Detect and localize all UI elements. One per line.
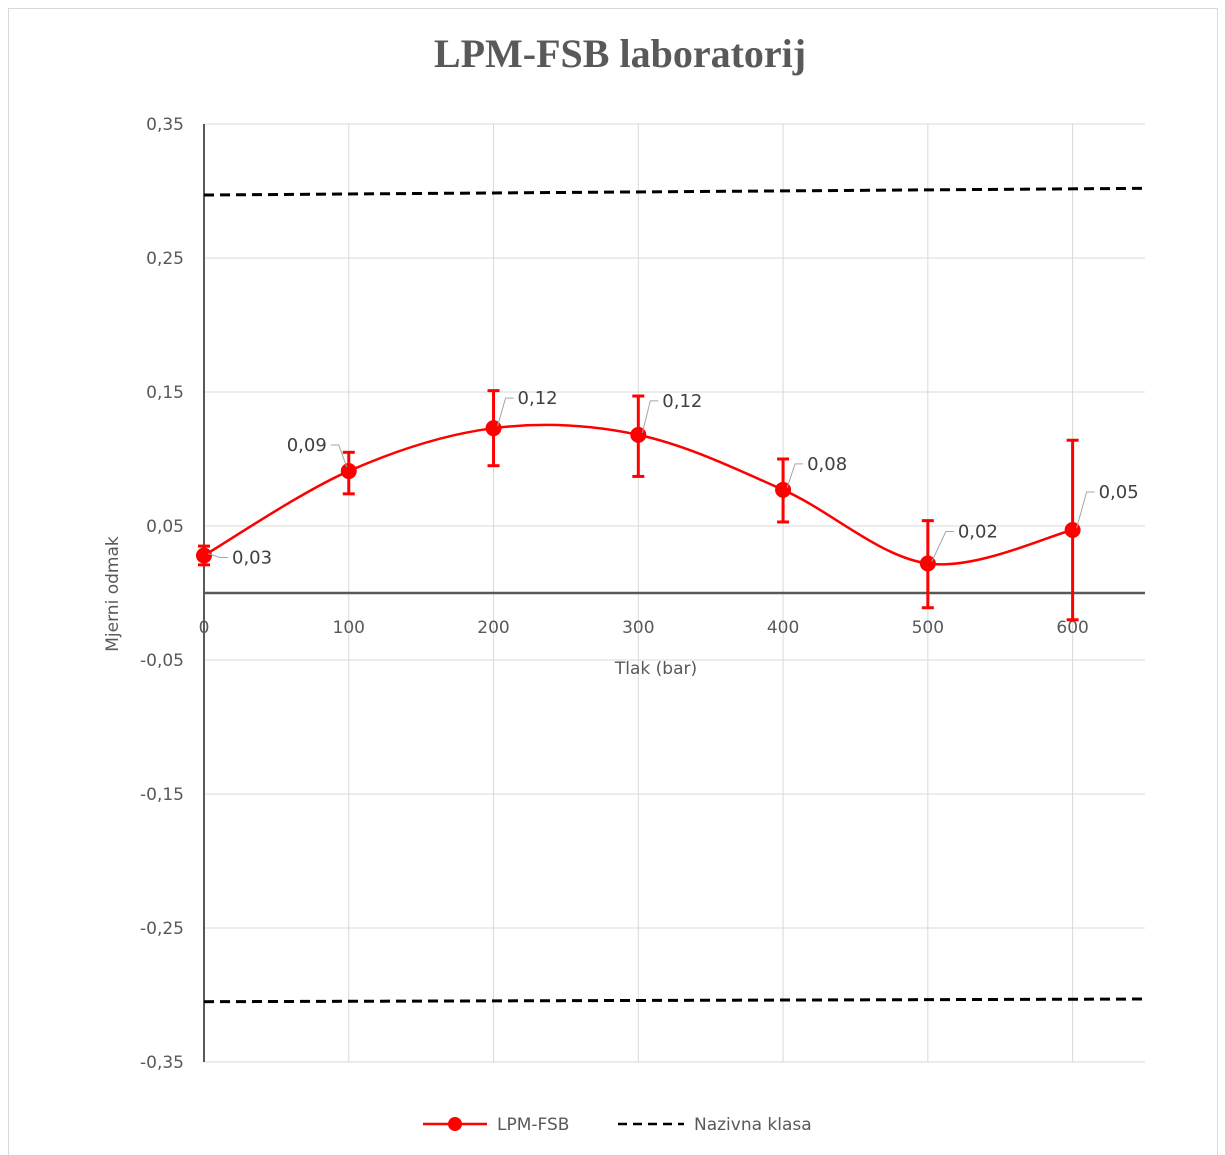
y-tick-label: -0,15: [140, 785, 184, 805]
leader-line: [786, 463, 804, 488]
y-tick-label: -0,05: [140, 651, 184, 671]
data-label: 0,08: [807, 454, 847, 475]
data-point: [775, 481, 792, 498]
limit-line-upper: [203, 186, 1146, 197]
x-axis-title: Tlak (bar): [614, 659, 697, 679]
y-axis-title: Mjerni odmak: [103, 536, 123, 652]
chart-title: LPM-FSB laboratorij: [433, 31, 807, 76]
legend: LPM-FSB Nazivna klasa: [423, 1115, 812, 1135]
data-point: [1064, 522, 1081, 539]
legend-label-nazivna-klasa: Nazivna klasa: [694, 1115, 812, 1135]
limit-line-lower: [203, 997, 1146, 1004]
data-point: [630, 426, 647, 443]
data-label: 0,05: [1099, 482, 1139, 503]
y-tick-label: -0,35: [140, 1053, 184, 1073]
x-tick-label: 300: [622, 618, 654, 638]
leader-line: [207, 553, 228, 558]
y-tick-label: 0,15: [146, 383, 184, 403]
data-label: 0,09: [287, 435, 327, 456]
x-tick-label: 500: [912, 618, 944, 638]
x-tick-label: 600: [1056, 618, 1088, 638]
x-tick-label: 0: [199, 618, 210, 638]
data-point: [340, 463, 357, 480]
x-tick-label: 200: [477, 618, 509, 638]
leader-line: [497, 397, 514, 427]
data-label: 0,03: [232, 547, 272, 568]
y-tick-label: -0,25: [140, 919, 184, 939]
data-label: 0,02: [958, 522, 998, 543]
series-layer: [196, 186, 1146, 1004]
data-point: [919, 555, 936, 572]
y-tick-label: 0,25: [146, 249, 184, 269]
leader-line: [1076, 491, 1095, 529]
leader-line: [330, 444, 348, 468]
data-label: 0,12: [662, 391, 702, 412]
legend-label-lpm-fsb: LPM-FSB: [497, 1115, 569, 1135]
chart-frame: [8, 8, 1218, 1155]
data-label: 0,12: [518, 388, 558, 409]
x-tick-label: 100: [333, 618, 365, 638]
data-point: [485, 420, 502, 437]
axes: [203, 124, 1145, 1062]
y-tick-label: 0,05: [146, 517, 184, 537]
y-tick-label: 0,35: [146, 115, 184, 135]
legend-marker-lpm-fsb: [448, 1117, 462, 1131]
data-labels: 0,03 0,09 0,12 0,12 0,08 0,02 0,05: [207, 388, 1139, 568]
data-point: [196, 547, 212, 564]
leader-line: [641, 400, 659, 434]
tick-labels: -0,35 -0,25 -0,15 -0,05 0,05 0,15 0,25 0,35 0 100…: [140, 115, 1089, 1073]
x-tick-label: 400: [767, 618, 799, 638]
leader-line: [931, 531, 954, 562]
